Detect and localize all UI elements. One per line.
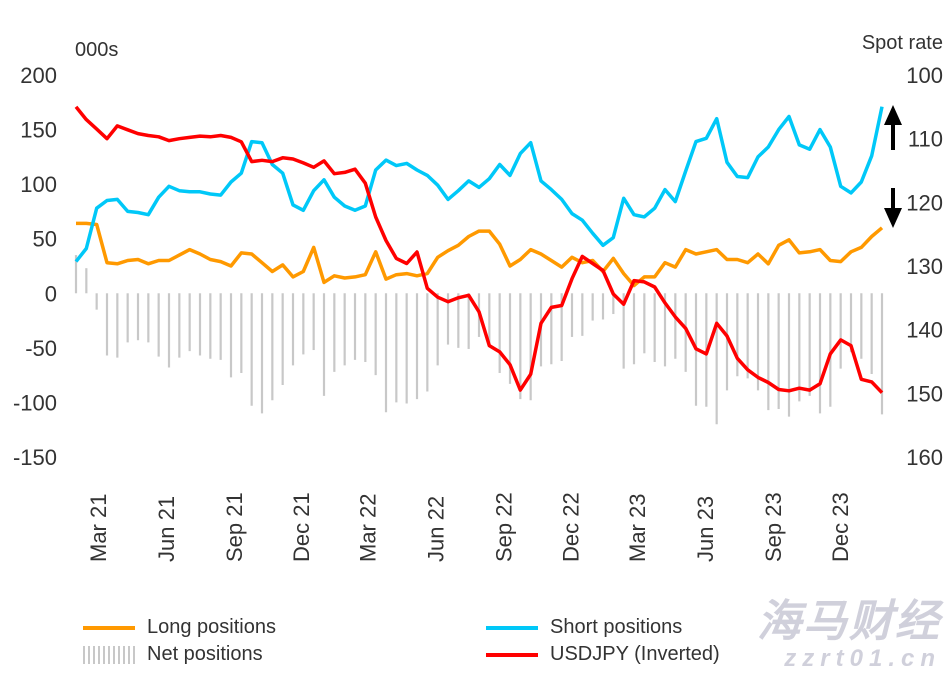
left-tick-label: -150 xyxy=(13,445,57,470)
x-axis-ticks: Mar 21 Jun 21 Sep 21 Dec 21 Mar 22 Jun 22 Sep … xyxy=(86,492,853,562)
x-tick-label: Mar 21 xyxy=(86,494,111,562)
right-tick-label: 120 xyxy=(906,190,943,215)
x-tick-label: Mar 23 xyxy=(625,494,650,562)
x-tick-label: Dec 23 xyxy=(828,492,853,562)
left-tick-label: 200 xyxy=(20,63,57,88)
x-tick-label: Dec 21 xyxy=(289,492,314,562)
x-tick-label: Dec 22 xyxy=(559,492,584,562)
series-line-long-positions xyxy=(76,221,884,288)
left-tick-label: -50 xyxy=(25,336,57,361)
right-axis-label: Spot rate xyxy=(862,32,943,54)
legend-long-swatch xyxy=(83,625,135,630)
watermark-text: 海马财经 xyxy=(757,597,941,646)
left-tick-label: 150 xyxy=(20,118,57,143)
x-tick-label: Sep 23 xyxy=(761,492,786,562)
x-tick-label: Jun 22 xyxy=(423,496,448,562)
left-tick-label: 0 xyxy=(45,281,57,306)
net-positions-bars xyxy=(74,255,884,425)
legend-short: Short positions xyxy=(486,616,682,639)
right-tick-label: 100 xyxy=(906,63,943,88)
up-arrow-icon xyxy=(884,105,902,125)
right-axis-ticks: 100 110 120 130 140 150 160 xyxy=(906,63,943,470)
legend-long: Long positions xyxy=(83,616,276,639)
right-tick-label: 150 xyxy=(906,381,943,406)
x-tick-label: Sep 22 xyxy=(491,492,516,562)
watermark: 海马财经 zzrt01.cn xyxy=(757,585,941,673)
right-tick-label: 130 xyxy=(906,254,943,279)
legend-long-label: Long positions xyxy=(147,616,276,638)
watermark-url: zzrt01.cn xyxy=(784,645,941,672)
chart: 000s Spot rate 200 150 100 50 0 -50 -100 -150 1… xyxy=(13,32,943,562)
legend-short-label: Short positions xyxy=(550,616,683,638)
x-tick-label: Jun 23 xyxy=(693,496,718,562)
x-tick-label: Sep 21 xyxy=(222,492,247,562)
right-tick-label: 140 xyxy=(906,318,943,343)
legend-usdjpy: USDJPY (Inverted) xyxy=(486,643,720,666)
left-tick-label: 50 xyxy=(33,227,57,252)
legend-net-swatch xyxy=(83,645,135,664)
left-axis-label: 000s xyxy=(75,39,118,61)
left-tick-label: 100 xyxy=(20,172,57,197)
legend-net-label: Net positions xyxy=(147,643,263,665)
legend-usdjpy-label: USDJPY (Inverted) xyxy=(550,643,720,665)
legend-usdjpy-swatch xyxy=(486,652,538,657)
left-tick-label: -100 xyxy=(13,390,57,415)
legend-short-swatch xyxy=(486,625,538,630)
right-tick-label: 110 xyxy=(908,127,943,152)
series-line-usdjpy-inverted xyxy=(74,105,884,394)
legend-net: Net positions xyxy=(83,643,263,666)
series-line-short-positions xyxy=(74,106,884,263)
left-axis-ticks: 200 150 100 50 0 -50 -100 -150 xyxy=(13,63,57,470)
x-tick-label: Jun 21 xyxy=(154,496,179,562)
down-arrow-icon xyxy=(884,208,902,228)
right-tick-label: 160 xyxy=(906,445,943,470)
series-lines xyxy=(74,105,884,394)
x-tick-label: Mar 22 xyxy=(356,494,381,562)
annotation-arrows xyxy=(884,105,902,228)
